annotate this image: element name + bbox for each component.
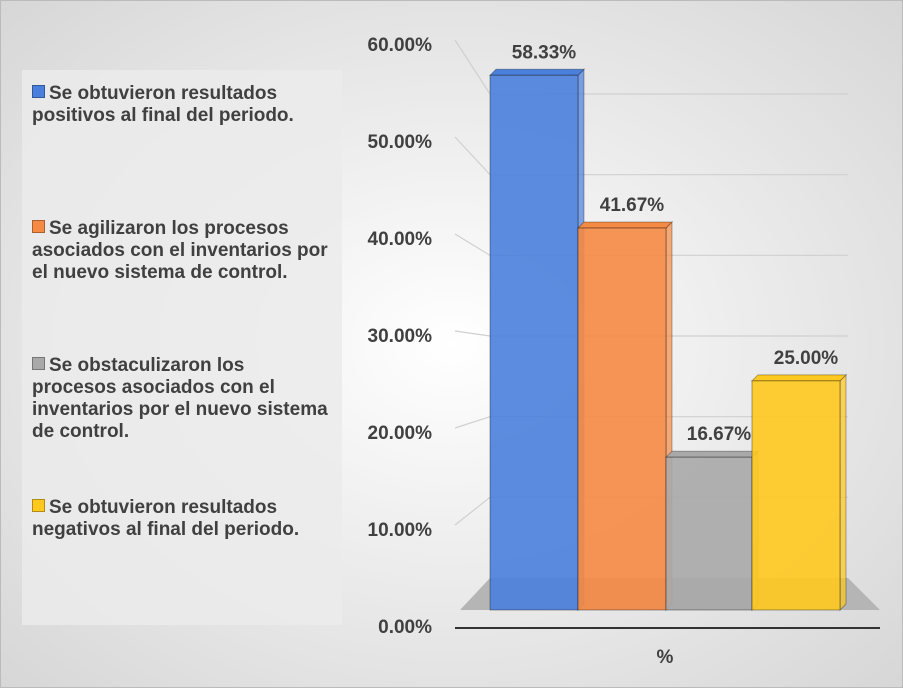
legend-entry: Se obtuvieron resultados positivos al fi… (32, 83, 332, 127)
bar (488, 68, 586, 612)
legend-swatch (32, 499, 45, 512)
data-label: 41.67% (600, 195, 665, 216)
bar-side (839, 373, 847, 612)
bar-front (665, 456, 753, 611)
legend-swatch (32, 85, 45, 98)
bar-top (664, 450, 760, 458)
y-tick-label: 60.00% (368, 35, 433, 56)
data-label: 58.33% (512, 42, 577, 63)
data-label: 25.00% (774, 348, 839, 369)
y-tick-label: 0.00% (378, 617, 432, 638)
bar-top (750, 374, 848, 382)
legend-swatch (32, 220, 45, 233)
bar-top (488, 68, 586, 76)
bar (664, 449, 760, 612)
legend: Se obtuvieron resultados positivos al fi… (22, 70, 342, 625)
data-label: 16.67% (687, 424, 752, 445)
bar-front (577, 227, 667, 611)
y-tick-label: 40.00% (368, 229, 433, 250)
bar (576, 220, 674, 612)
legend-entry: Se obstaculizaron los procesos asociados… (32, 355, 332, 443)
legend-label: Se obtuvieron resultados positivos al fi… (32, 83, 294, 126)
legend-swatch (32, 357, 45, 370)
legend-entry: Se agilizaron los procesos asociados con… (32, 218, 332, 284)
legend-label: Se obstaculizaron los procesos asociados… (32, 355, 328, 442)
bar-front (751, 380, 841, 611)
legend-entry: Se obtuvieron resultados negativos al fi… (32, 497, 332, 541)
bar-front (489, 74, 579, 611)
legend-label: Se obtuvieron resultados negativos al fi… (32, 497, 300, 540)
bar (750, 373, 848, 612)
bar-top (576, 221, 674, 229)
y-tick-label: 20.00% (368, 423, 433, 444)
legend-label: Se agilizaron los procesos asociados con… (32, 218, 328, 283)
x-tick-label: % (657, 647, 674, 668)
y-tick-label: 50.00% (368, 132, 433, 153)
y-tick-label: 10.00% (368, 520, 433, 541)
y-tick-label: 30.00% (368, 326, 433, 347)
